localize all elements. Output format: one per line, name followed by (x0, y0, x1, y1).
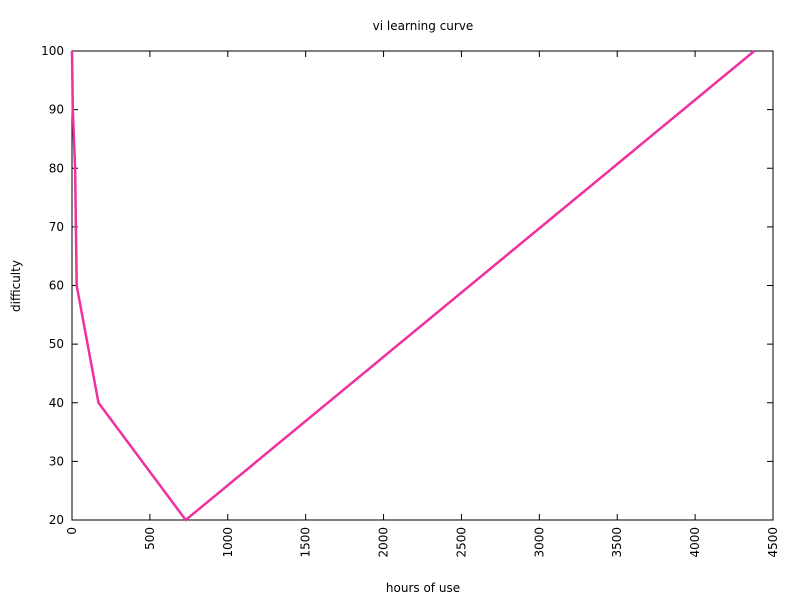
x-tick-label: 3000 (532, 527, 546, 558)
y-tick-label: 100 (41, 44, 64, 58)
x-tick-label: 2000 (377, 527, 391, 558)
x-axis-label: hours of use (386, 581, 460, 595)
y-tick-label: 60 (49, 279, 64, 293)
chart-title: vi learning curve (373, 19, 474, 33)
x-tick-label: 4000 (688, 527, 702, 558)
y-tick-label: 30 (49, 454, 64, 468)
y-tick-labels: 20 30 40 50 60 70 80 90 100 (41, 44, 64, 527)
y-tick-label: 70 (49, 220, 64, 234)
x-tick-labels: 0 500 1000 1500 2000 2500 3000 3500 4000 4500 (65, 527, 780, 558)
axis-ticks (71, 50, 774, 521)
y-tick-label: 50 (49, 337, 64, 351)
series-line (70, 50, 756, 522)
x-tick-label: 0 (65, 527, 79, 535)
y-tick-label: 90 (49, 103, 64, 117)
y-tick-label: 80 (49, 161, 64, 175)
series-group (70, 50, 756, 522)
y-tick-label: 20 (49, 513, 64, 527)
y-tick-label: 40 (49, 396, 64, 410)
x-tick-label: 3500 (610, 527, 624, 558)
x-tick-label: 1000 (221, 527, 235, 558)
x-tick-label: 2500 (454, 527, 468, 558)
x-tick-label: 4500 (766, 527, 780, 558)
x-tick-label: 500 (143, 527, 157, 550)
y-axis-label: difficulty (9, 260, 23, 312)
x-tick-label: 1500 (299, 527, 313, 558)
